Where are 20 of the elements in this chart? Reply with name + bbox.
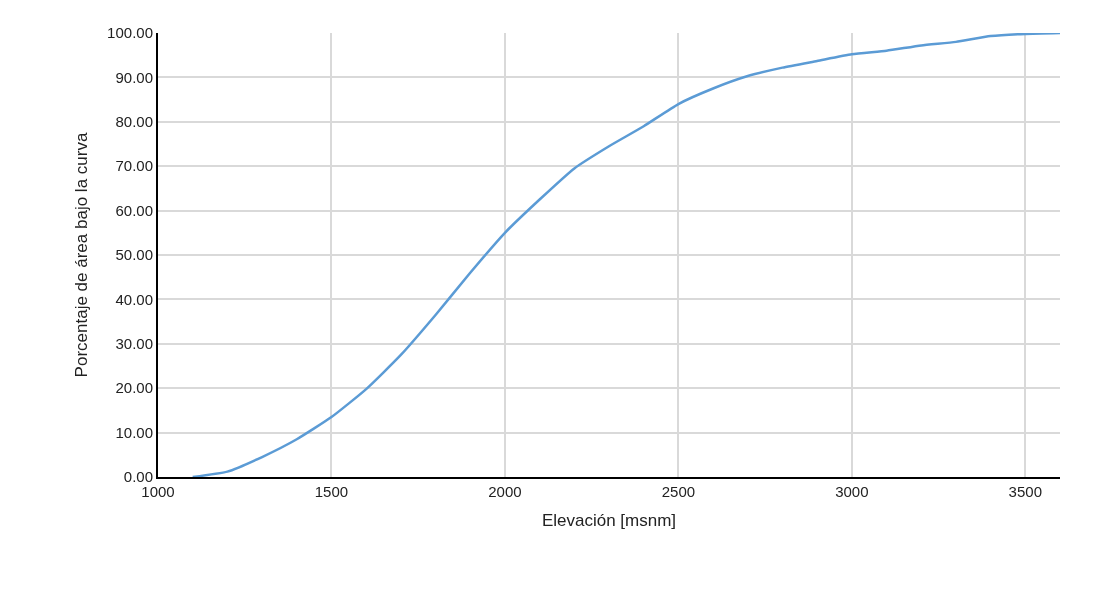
x-tick-label: 1000 xyxy=(141,483,175,500)
y-axis-title: Porcentaje de área bajo la curva xyxy=(72,132,92,378)
y-tick-label: 80.00 xyxy=(115,113,153,131)
y-tick-label: 60.00 xyxy=(115,201,153,219)
x-tick-label: 2500 xyxy=(661,483,696,500)
line-series xyxy=(191,33,1060,477)
y-tick-label: 0.00 xyxy=(123,468,153,486)
y-tick-label: 70.00 xyxy=(115,157,153,175)
y-tick-label: 10.00 xyxy=(115,423,153,441)
x-tick-label: 3000 xyxy=(835,483,869,500)
x-tick-label: 3500 xyxy=(1008,483,1042,500)
y-tick-label: 90.00 xyxy=(115,68,153,86)
y-tick-label: 40.00 xyxy=(115,290,153,308)
y-tick-label: 100.00 xyxy=(107,24,153,42)
y-tick-label: 20.00 xyxy=(115,379,153,397)
x-axis-title: Elevación [msnm] xyxy=(541,510,677,530)
y-tick-label: 50.00 xyxy=(115,246,153,264)
y-tick-label: 30.00 xyxy=(115,335,153,353)
x-tick-label: 2000 xyxy=(488,483,522,500)
x-tick-label: 1500 xyxy=(314,483,349,500)
